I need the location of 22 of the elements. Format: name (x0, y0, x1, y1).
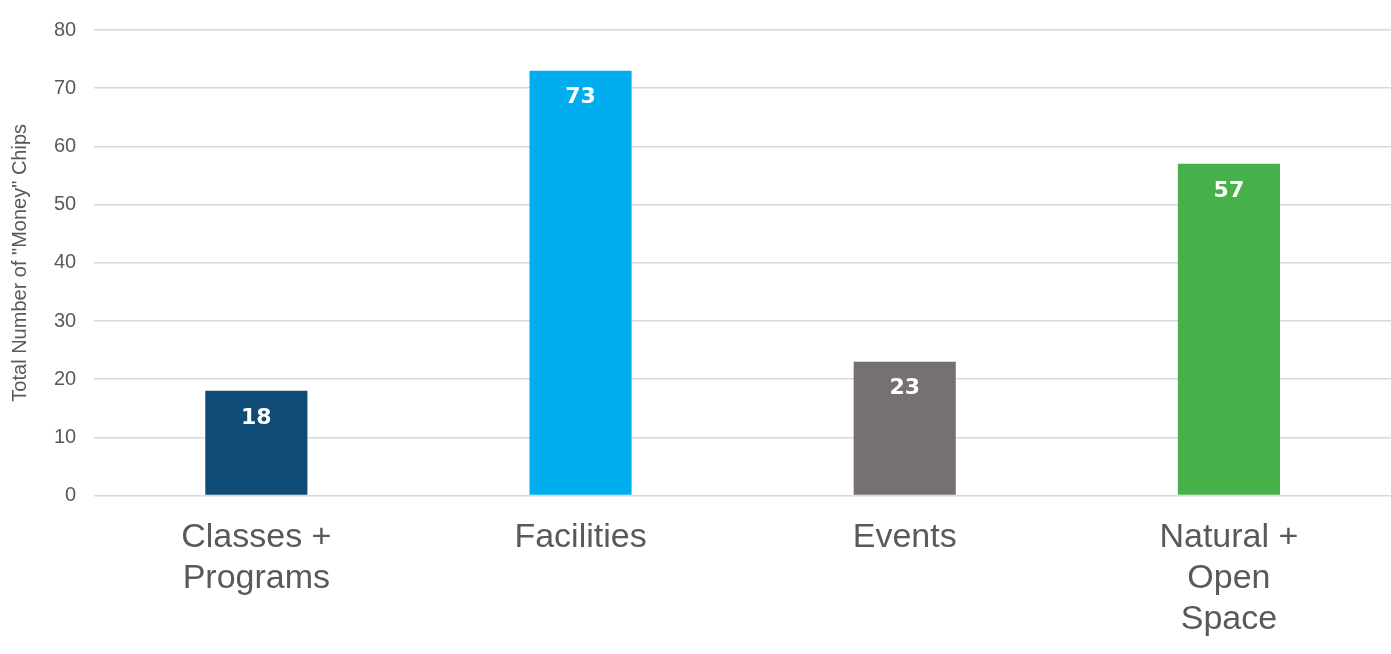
data-label: 73 (565, 83, 596, 109)
x-tick-label: Natural + Open Space (1159, 516, 1299, 636)
y-tick-label: 10 (54, 424, 77, 447)
bar (205, 390, 308, 495)
y-tick-label: 70 (54, 75, 77, 98)
data-label: 23 (889, 374, 921, 400)
x-tick-label: Facilities (514, 516, 647, 555)
x-tick-label: Events (852, 516, 957, 555)
y-axis-title: Total Number of "Money" Chips (7, 123, 30, 402)
x-tick-label: Classes + Programs (181, 516, 332, 596)
y-tick-label: 60 (54, 133, 77, 156)
y-tick-label: 20 (54, 366, 77, 389)
y-tick-label: 80 (54, 17, 77, 40)
y-tick-label: 30 (54, 308, 77, 331)
data-label: 18 (241, 403, 272, 429)
bar (1177, 163, 1280, 495)
y-tick-label: 50 (54, 192, 77, 215)
y-tick-label: 0 (65, 483, 77, 506)
y-tick-label: 40 (54, 250, 77, 273)
data-label: 57 (1213, 176, 1245, 202)
bar (529, 70, 632, 495)
bar (853, 361, 956, 495)
